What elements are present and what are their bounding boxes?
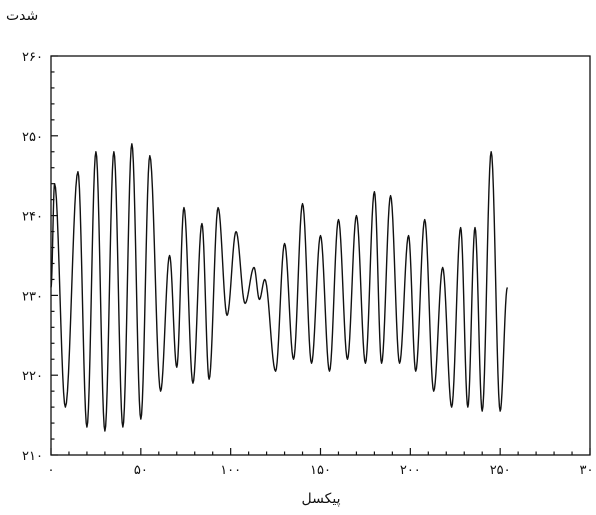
y-tick-label: ٢١٠: [22, 449, 43, 464]
x-tick-label: ٠: [48, 463, 55, 478]
y-axis-ticks: ٢١٠ ٢٢٠ ٢٣٠ ٢۴٠ ٢۵٠ ٢۶٠: [22, 50, 58, 464]
x-axis-title: پیکسل: [302, 491, 341, 507]
y-tick-label: ٢۶٠: [22, 50, 43, 65]
y-tick-label: ٢٢٠: [22, 369, 43, 384]
y-tick-label: ٢۴٠: [22, 210, 43, 225]
intensity-series-line: [50, 143, 509, 432]
x-axis-ticks: ٠ ۵٠ ١٠٠ ١۵٠ ٢٠٠ ٢۵٠ ٣٠٠: [48, 448, 596, 478]
y-axis-title: شدت: [6, 8, 38, 24]
x-tick-label: ٢۵٠: [490, 463, 511, 478]
x-tick-label: ١۵٠: [310, 463, 331, 478]
x-tick-label: ١٠٠: [220, 463, 241, 478]
x-tick-label: ٣٠٠: [580, 463, 596, 478]
y-tick-label: ٢۵٠: [22, 130, 43, 145]
y-tick-label: ٢٣٠: [22, 289, 43, 304]
x-tick-label: ۵٠: [134, 463, 148, 478]
plot-frame: [50, 55, 591, 456]
x-tick-label: ٢٠٠: [400, 463, 421, 478]
